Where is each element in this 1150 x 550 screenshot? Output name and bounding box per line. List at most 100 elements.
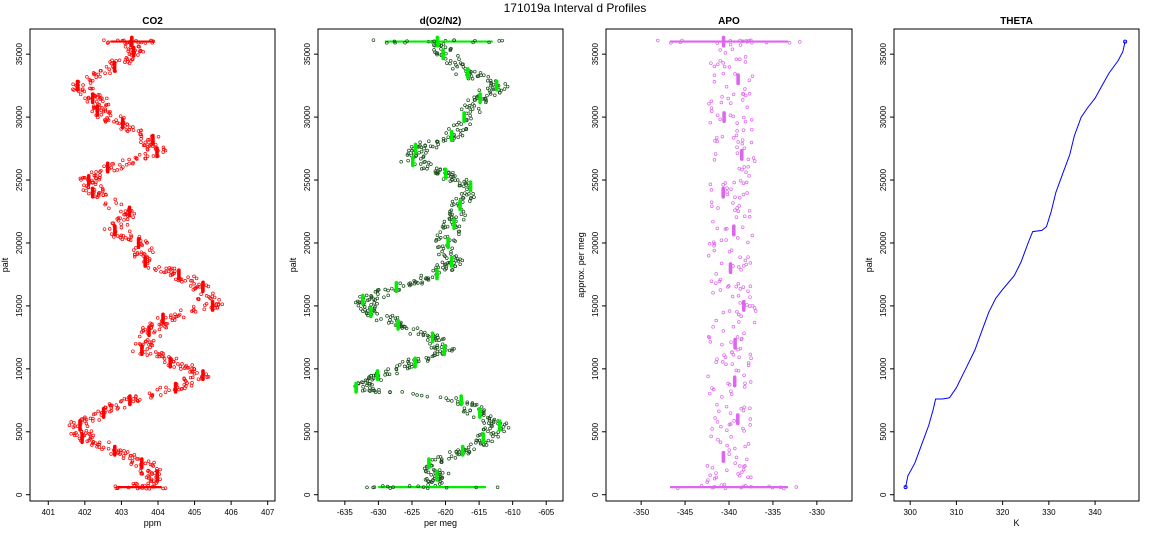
data-point (449, 208, 453, 213)
data-point (738, 43, 743, 47)
data-point (403, 41, 407, 45)
data-point (429, 473, 433, 477)
data-point (708, 473, 712, 478)
data-point (714, 318, 718, 323)
data-point (146, 459, 151, 463)
data-point (716, 437, 720, 442)
data-point (736, 140, 740, 144)
x-tick-label: 401 (42, 508, 56, 517)
data-point (79, 178, 83, 182)
data-point (120, 158, 125, 162)
data-point (164, 315, 168, 320)
data-point (71, 425, 76, 429)
panel-title: CO2 (142, 16, 163, 27)
data-point (176, 314, 181, 318)
data-point (503, 82, 507, 86)
data-point (718, 48, 722, 52)
data-point (490, 439, 494, 444)
data-point (435, 333, 440, 338)
data-point (185, 366, 190, 370)
data-point (742, 165, 746, 169)
data-point (738, 255, 742, 259)
data-point (365, 381, 370, 386)
data-point (742, 373, 746, 377)
data-point (478, 71, 483, 75)
data-point (189, 384, 194, 388)
data-point (385, 41, 389, 45)
data-point-cluster (394, 281, 399, 293)
data-point (450, 268, 455, 272)
data-point (145, 240, 149, 245)
x-tick-label: -620 (438, 508, 455, 517)
data-point (743, 119, 748, 124)
x-tick-label: 320 (996, 508, 1010, 517)
data-point (209, 296, 213, 301)
data-point (103, 107, 108, 112)
data-point (94, 176, 99, 181)
data-point (424, 151, 428, 155)
data-point (742, 385, 747, 389)
data-point (453, 178, 458, 182)
data-point (146, 266, 151, 270)
data-point (157, 265, 161, 269)
data-point (99, 184, 103, 188)
data-point (84, 417, 89, 422)
data-point (746, 361, 751, 365)
data-point (155, 387, 160, 392)
data-point (81, 83, 85, 87)
data-point (190, 309, 194, 314)
data-point-cluster (728, 262, 733, 275)
plot-area (353, 35, 511, 491)
data-point (454, 450, 459, 454)
data-point (182, 383, 186, 387)
data-point (369, 294, 373, 298)
data-point (140, 243, 144, 248)
data-point (472, 195, 476, 199)
panel-title: THETA (1000, 16, 1033, 27)
data-point (94, 180, 98, 185)
data-point (423, 469, 428, 473)
data-point (147, 475, 151, 479)
data-point-cluster (458, 199, 462, 212)
data-point (357, 300, 361, 304)
data-point (440, 476, 444, 480)
x-tick-label: -630 (370, 508, 387, 517)
data-point (113, 197, 117, 202)
panel-title: d(O2/N2) (420, 16, 462, 27)
data-point (390, 320, 394, 325)
data-point (463, 103, 467, 107)
data-point (190, 375, 195, 380)
data-point-cluster (497, 419, 502, 432)
data-point (97, 177, 101, 182)
data-point (102, 38, 106, 43)
y-tick-label: 0 (591, 492, 600, 497)
data-point (729, 435, 733, 439)
data-point (145, 347, 150, 351)
data-point-cluster (210, 299, 215, 312)
data-point-cluster (396, 318, 400, 331)
data-point (728, 113, 733, 118)
data-point (725, 190, 729, 194)
data-point (473, 69, 477, 74)
data-point (747, 215, 752, 219)
data-point (432, 39, 436, 44)
data-point (126, 49, 130, 53)
data-point (462, 180, 466, 184)
data-point (749, 356, 753, 360)
data-point (131, 349, 135, 353)
data-point (372, 306, 377, 311)
data-point (147, 257, 152, 261)
data-point (115, 234, 120, 238)
data-point (495, 485, 500, 490)
data-point (216, 303, 221, 307)
data-point (132, 453, 137, 457)
data-point (196, 297, 200, 301)
data-point (727, 452, 731, 456)
data-point (157, 354, 161, 359)
data-point (448, 61, 452, 66)
data-point (383, 373, 387, 377)
data-point (444, 485, 449, 490)
data-point (746, 289, 750, 293)
data-point (735, 145, 739, 149)
data-point (98, 74, 102, 79)
